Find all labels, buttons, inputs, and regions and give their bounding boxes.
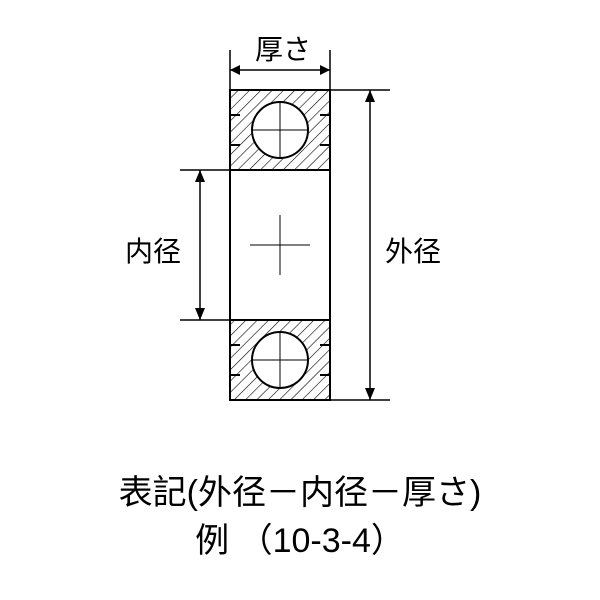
bearing-diagram: 厚さ 内径 外径 表記(外径－内径－厚さ) 例 （10-3-4）: [0, 0, 600, 600]
caption-line-2: 例 （10-3-4）: [0, 518, 600, 566]
inner-diameter-label: 内径: [125, 230, 181, 270]
outer-diameter-label: 外径: [385, 230, 441, 270]
caption: 表記(外径－内径－厚さ) 例 （10-3-4）: [0, 470, 600, 565]
thickness-label: 厚さ: [255, 28, 311, 68]
caption-line-1: 表記(外径－内径－厚さ): [0, 470, 600, 518]
